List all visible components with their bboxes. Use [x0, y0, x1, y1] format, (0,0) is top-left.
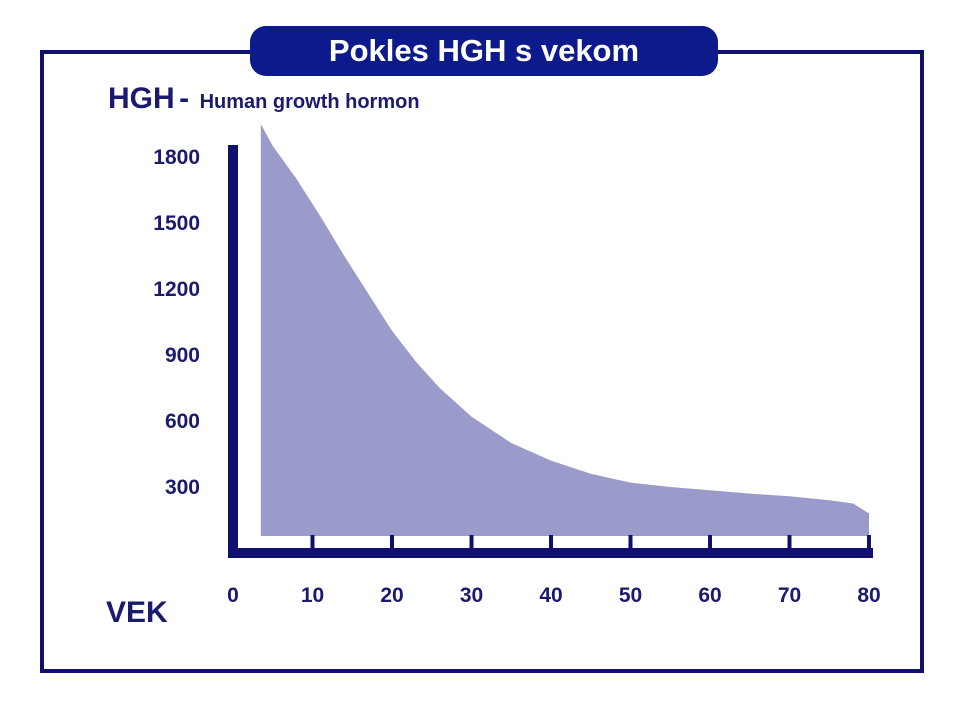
y-axis-label-separator: - [179, 82, 190, 115]
y-tick-label-1200: 1200 [153, 278, 200, 301]
x-tick-label-70: 70 [778, 584, 801, 607]
y-tick-label-1500: 1500 [153, 212, 200, 235]
x-axis-label: VEK [106, 596, 168, 629]
y-tick-label-1800: 1800 [153, 146, 200, 169]
y-axis-label-full: Human growth hormon [199, 91, 420, 113]
y-axis-label-abbr: HGH [108, 82, 175, 115]
x-tick-label-10: 10 [301, 584, 324, 607]
axis-layer [228, 145, 873, 558]
area-layer [260, 124, 869, 536]
x-tick-label-0: 0 [227, 584, 239, 607]
y-tick-label-300: 300 [165, 476, 200, 499]
x-tick-label-80: 80 [857, 584, 880, 607]
chart-title-text: Pokles HGH s vekom [328, 33, 640, 68]
x-tick-label-40: 40 [539, 584, 562, 607]
x-tick-label-30: 30 [460, 584, 483, 607]
x-tick-label-20: 20 [380, 584, 403, 607]
y-tick-label-900: 900 [165, 344, 200, 367]
y-axis-label: HGH - Human growth hormon [108, 82, 420, 116]
hgh-area [260, 124, 869, 536]
chart-title: Pokles HGH s vekom [250, 26, 718, 76]
x-tick-label-60: 60 [698, 584, 721, 607]
y-tick-label-600: 600 [165, 410, 200, 433]
tick-label-layer: 0 10 20 30 40 50 60 70 80 300 600 900 1200 1500 1800 [153, 146, 880, 607]
x-tick-label-50: 50 [619, 584, 642, 607]
